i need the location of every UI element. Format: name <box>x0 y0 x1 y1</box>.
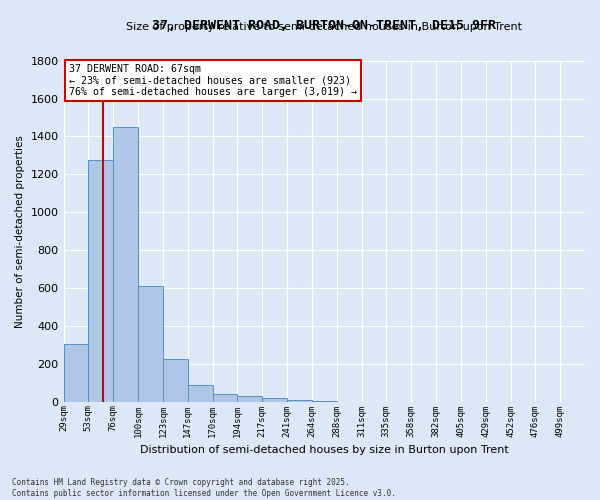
Bar <box>64 344 88 402</box>
Title: Size of property relative to semi-detached houses in Burton upon Trent: Size of property relative to semi-detach… <box>126 22 522 32</box>
Bar <box>312 400 337 402</box>
Bar <box>238 396 262 402</box>
Bar <box>88 160 113 402</box>
Text: 37, DERWENT ROAD, BURTON-ON-TRENT, DE15 9FR: 37, DERWENT ROAD, BURTON-ON-TRENT, DE15 … <box>152 18 496 32</box>
Bar <box>188 384 212 402</box>
Bar <box>287 400 312 402</box>
Bar <box>113 127 138 402</box>
Y-axis label: Number of semi-detached properties: Number of semi-detached properties <box>15 134 25 328</box>
Bar <box>163 359 188 402</box>
Text: Contains HM Land Registry data © Crown copyright and database right 2025.
Contai: Contains HM Land Registry data © Crown c… <box>12 478 396 498</box>
Bar <box>262 398 287 402</box>
X-axis label: Distribution of semi-detached houses by size in Burton upon Trent: Distribution of semi-detached houses by … <box>140 445 509 455</box>
Bar <box>138 286 163 402</box>
Text: 37 DERWENT ROAD: 67sqm
← 23% of semi-detached houses are smaller (923)
76% of se: 37 DERWENT ROAD: 67sqm ← 23% of semi-det… <box>69 64 357 98</box>
Bar <box>212 394 238 402</box>
